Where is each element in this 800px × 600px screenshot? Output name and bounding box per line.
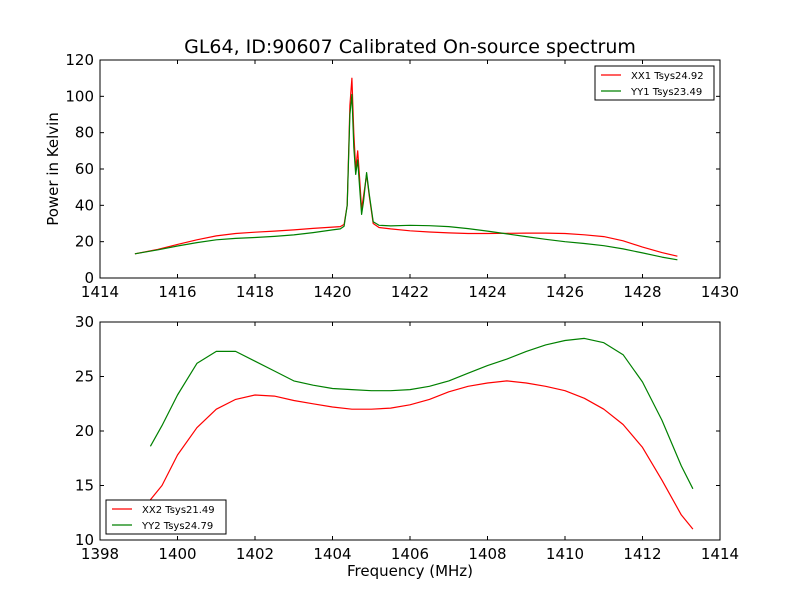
bottom-x-tick-label: 1408 [468, 545, 506, 563]
bottom-series-line-2 [149, 337, 694, 490]
top-y-tick-label: 80 [75, 124, 94, 142]
bottom-y-tick-label: 15 [75, 477, 94, 495]
bottom-x-tick-label: 1404 [313, 545, 351, 563]
bottom-x-tick-label: 1398 [81, 545, 119, 563]
bottom-legend-box [105, 499, 227, 535]
top-x-tick-label: 1420 [313, 283, 351, 301]
top-x-tick-label: 1414 [81, 283, 119, 301]
top-plot: 1414 1416 1418 1420 1422 1424 1426 1428 1430 0 20 4… [65, 51, 739, 301]
top-x-tick-label: 1430 [701, 283, 739, 301]
top-x-tick-label: 1424 [468, 283, 506, 301]
top-x-tick-label: 1428 [623, 283, 661, 301]
bottom-x-tick-label: 1402 [236, 545, 274, 563]
top-x-tick-label: 1426 [546, 283, 584, 301]
top-series-line-1 [134, 77, 678, 257]
bottom-series-line-1 [149, 380, 694, 530]
top-legend-label-1: XX1 Tsys24.92 [631, 71, 704, 82]
bottom-x-tick-label: 1406 [391, 545, 429, 563]
top-y-tick-label: 60 [75, 160, 94, 178]
top-y-tick-label: 100 [65, 87, 94, 105]
bottom-x-tick-label: 1410 [546, 545, 584, 563]
bottom-y-tick-label: 10 [75, 531, 94, 549]
top-x-tick-label: 1422 [391, 283, 429, 301]
bottom-x-tick-label: 1400 [158, 545, 196, 563]
top-legend: XX1 Tsys24.92 YY1 Tsys23.49 [594, 65, 715, 101]
top-y-tick-label: 40 [75, 196, 94, 214]
bottom-y-tick-label: 30 [75, 313, 94, 331]
top-y-axis-label: Power in Kelvin [44, 112, 62, 226]
top-x-tick-label: 1416 [158, 283, 196, 301]
bottom-x-tick-label: 1412 [623, 545, 661, 563]
top-legend-box [594, 65, 715, 101]
bottom-legend: XX2 Tsys21.49 YY2 Tsys24.79 [105, 499, 227, 535]
top-series-line-2 [134, 93, 678, 261]
chart-title: GL64, ID:90607 Calibrated On-source spec… [184, 36, 636, 58]
bottom-legend-label-1: XX2 Tsys21.49 [142, 505, 215, 516]
top-x-tick-label: 1418 [236, 283, 274, 301]
top-y-tick-label: 20 [75, 233, 94, 251]
top-legend-label-2: YY1 Tsys23.49 [630, 87, 702, 98]
bottom-x-axis-label: Frequency (MHz) [347, 562, 473, 580]
bottom-plot: 1398 1400 1402 1404 1406 1408 1410 1412 1414 10 15… [75, 313, 739, 563]
bottom-y-tick-label: 25 [75, 368, 94, 386]
bottom-y-tick-label: 20 [75, 422, 94, 440]
top-y-tick-label: 0 [84, 269, 94, 287]
top-y-tick-label: 120 [65, 51, 94, 69]
bottom-legend-label-2: YY2 Tsys24.79 [141, 521, 213, 532]
bottom-x-tick-label: 1414 [701, 545, 739, 563]
